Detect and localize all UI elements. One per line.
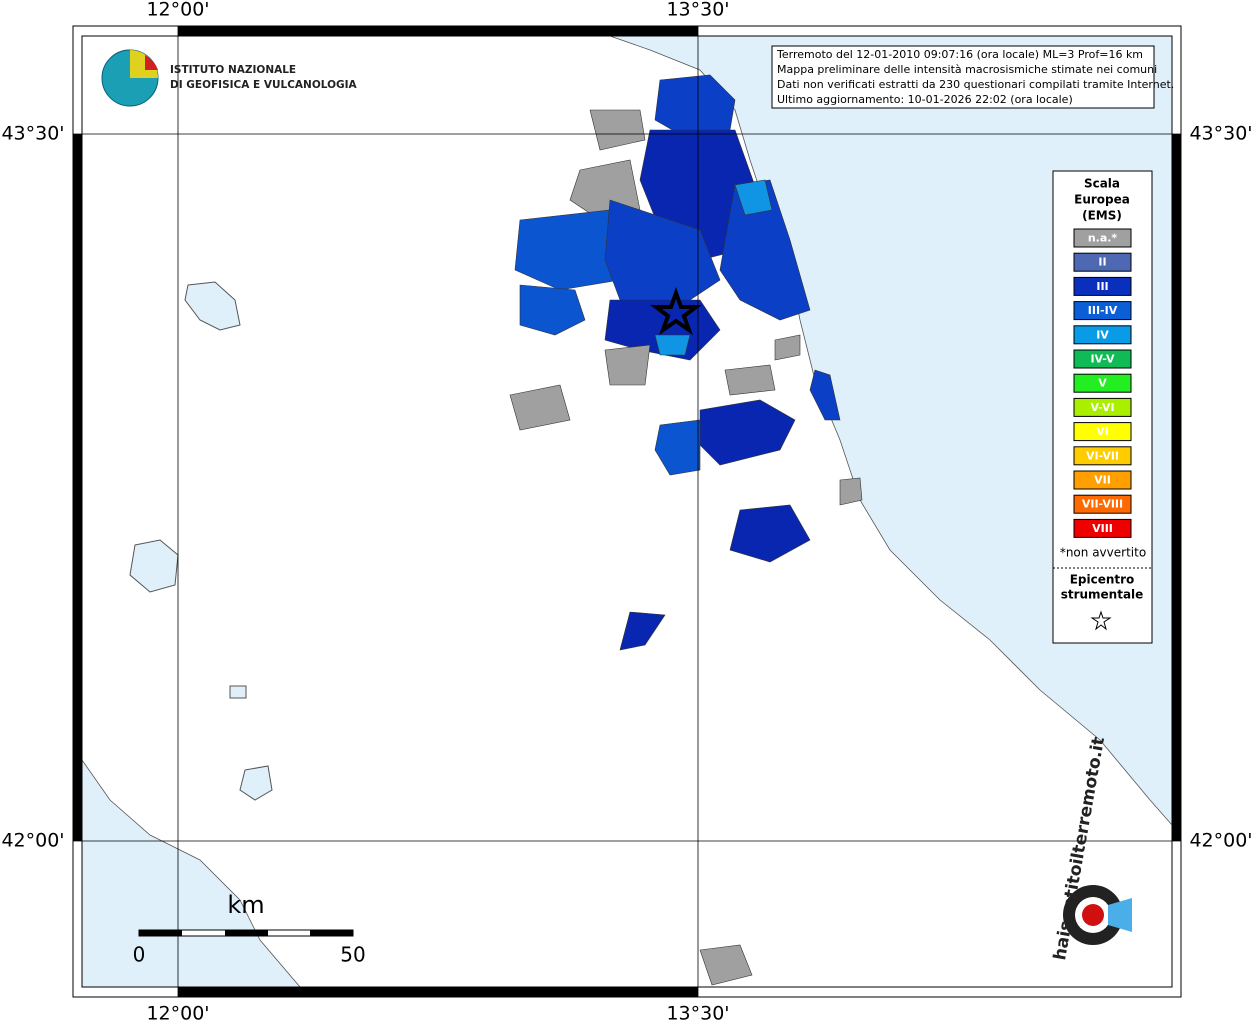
legend-label: II	[1098, 256, 1106, 269]
legend-swatch	[1073, 301, 1132, 321]
latitude-label: 43°30'	[1, 123, 64, 145]
legend-label: VII	[1094, 474, 1111, 487]
legend: ScalaEuropea(EMS)n.a.*IIIIIIII-IVIVIV-VV…	[1060, 177, 1146, 602]
municipality	[809, 369, 841, 421]
legend-swatch	[1073, 397, 1132, 417]
legend-label: VIII	[1092, 522, 1113, 535]
info-lines: Terremoto del 12-01-2010 09:07:16 (ora l…	[776, 48, 1174, 106]
latitude-label: 42°00'	[1189, 830, 1252, 852]
latitude-label: 43°30'	[1189, 123, 1252, 145]
legend-swatch	[1073, 446, 1132, 466]
legend-label: III-IV	[1088, 304, 1118, 317]
lake	[239, 765, 273, 801]
legend-epicenter: Epicentro	[1070, 573, 1135, 587]
municipality	[734, 179, 773, 216]
hst-logo	[1082, 904, 1104, 926]
scale-label: 0	[133, 943, 146, 967]
municipality	[509, 384, 571, 431]
municipality	[719, 179, 811, 321]
lake	[129, 539, 179, 593]
legend-label: VII-VIII	[1082, 498, 1123, 511]
epicenter-star	[650, 287, 702, 336]
legend-swatch	[1073, 494, 1132, 514]
legend-label: IV	[1096, 328, 1109, 341]
scale-bar-segment	[139, 930, 182, 936]
municipality	[774, 334, 801, 361]
municipality	[729, 504, 811, 563]
legend-title: Europea	[1074, 193, 1130, 207]
scale-bar-segment	[310, 930, 353, 936]
legend-epicenter: strumentale	[1061, 588, 1144, 602]
municipality	[519, 284, 586, 336]
ingv-name: ISTITUTO NAZIONALE	[170, 64, 296, 76]
municipality	[589, 109, 646, 151]
municipality	[654, 334, 691, 356]
municipality	[699, 944, 753, 986]
legend-star	[1090, 610, 1112, 631]
lake	[184, 281, 241, 331]
legend-label: VI-VII	[1086, 449, 1119, 462]
legend-label: IV-V	[1090, 353, 1115, 366]
legend-swatch	[1073, 349, 1132, 369]
municipality	[839, 477, 863, 506]
legend-note: *non avvertito	[1060, 546, 1146, 560]
legend-swatch	[1073, 518, 1132, 538]
legend-swatch	[1073, 470, 1132, 490]
municipalities	[509, 74, 863, 986]
scale-label: 50	[340, 943, 365, 967]
legend-label: V	[1098, 377, 1107, 390]
legend-label: III	[1096, 280, 1108, 293]
legend-swatch	[1073, 325, 1132, 345]
municipality	[654, 419, 701, 476]
legend-label: VI	[1096, 425, 1109, 438]
legend-swatch	[1073, 252, 1132, 272]
longitude-label: 13°30'	[666, 0, 729, 21]
municipality	[604, 344, 651, 386]
lake	[229, 685, 247, 699]
ingv-globe-part	[130, 50, 158, 78]
municipality	[514, 209, 621, 291]
scale-unit: km	[227, 891, 264, 919]
scale-bar-segment	[225, 930, 268, 936]
ingv-globe-part	[145, 55, 158, 70]
municipality	[724, 364, 776, 396]
legend-swatch	[1073, 276, 1132, 296]
longitude-label: 13°30'	[666, 1003, 729, 1025]
info-line: Terremoto del 12-01-2010 09:07:16 (ora l…	[776, 48, 1143, 61]
hst-logo	[1108, 898, 1132, 932]
ingv-name: DI GEOFISICA E VULCANOLOGIA	[170, 79, 358, 91]
info-line: Ultimo aggiornamento: 10-01-2026 22:02 (…	[777, 93, 1073, 106]
latitude-label: 42°00'	[1, 830, 64, 852]
frame-bar	[178, 987, 698, 997]
adriatic-sea	[609, 35, 1173, 827]
legend-swatch	[1073, 228, 1132, 248]
municipality	[619, 611, 666, 651]
frame-bar	[1172, 134, 1181, 841]
info-box	[771, 45, 1155, 109]
legend-title: (EMS)	[1082, 209, 1122, 223]
legend-swatch	[1073, 422, 1132, 442]
info-line: Dati non verificati estratti da 230 ques…	[777, 78, 1174, 91]
legend-label: n.a.*	[1088, 232, 1118, 245]
frame-bar	[178, 26, 698, 36]
frame-bar	[73, 134, 82, 841]
legend-swatch	[1073, 373, 1132, 393]
legend-label: V-VI	[1090, 401, 1114, 414]
longitude-label: 12°00'	[146, 1003, 209, 1025]
longitude-label: 12°00'	[146, 0, 209, 21]
legend-title: Scala	[1084, 177, 1120, 191]
info-line: Mappa preliminare delle intensità macros…	[777, 63, 1157, 76]
